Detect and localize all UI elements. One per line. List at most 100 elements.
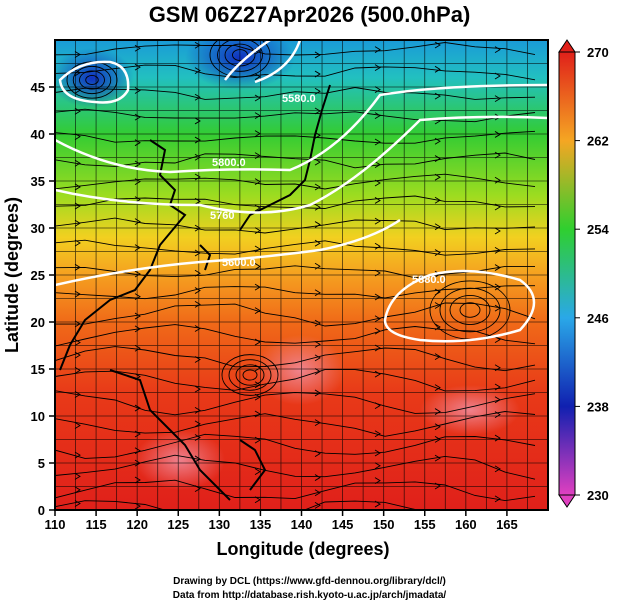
streamline [55,87,536,100]
streamline [55,152,536,169]
streamline-arrow [134,430,141,438]
streamline [55,239,536,256]
streamline-arrow [74,391,81,398]
streamline-arrow [134,312,141,320]
streamline [55,324,536,347]
streamline-arrow [374,462,381,470]
streamline-arrow [134,270,141,278]
streamline-arrow [195,517,200,523]
streamline-arrow [494,336,501,343]
streamline-arrow [435,515,440,521]
streamline-arrow [194,269,201,277]
streamline-arrow [494,364,501,372]
streamline-arrow [314,419,321,427]
y-tick-label: 35 [31,174,45,189]
streamline-arrow [74,367,81,374]
streamline-arrow [494,46,501,54]
streamline-arrow [254,436,261,444]
streamline [55,390,536,416]
streamline-arrow [434,41,441,49]
streamline-arrow [494,131,501,138]
streamline-arrow [434,302,441,309]
colorbar-label: 246 [587,311,609,326]
streamline-eddy [228,359,272,391]
streamline-eddy [72,65,112,95]
x-tick-label: 130 [208,517,230,532]
streamline-eddy [242,369,258,381]
streamline-arrow [134,244,141,252]
streamline [55,108,536,123]
streamline-arrow [134,459,141,467]
streamline [55,346,536,372]
streamline [55,302,536,327]
streamline-arrow [254,227,261,235]
streamline-arrow [74,422,81,429]
streamline-arrow [434,155,441,162]
streamline-arrow [254,152,261,160]
streamline-arrow [314,131,321,139]
streamline [55,411,536,437]
streamline-arrow [74,451,81,459]
streamline-arrow [254,178,261,186]
streamline-arrow [314,354,321,362]
streamline-arrow [134,476,141,484]
credit-line-1: Drawing by DCL (https://www.gfd-dennou.o… [173,576,446,587]
streamline-arrow [314,262,321,270]
streamline-arrow [194,224,201,232]
streamline-arrow [254,410,261,418]
streamline-arrow [434,423,441,431]
contour-label-5800: 5800.0 [212,157,246,169]
streamline-arrow [194,406,201,414]
streamline-arrow [254,73,261,81]
streamline-arrow [434,408,441,415]
streamline-arrow [314,389,321,397]
streamline-arrow [314,158,321,166]
streamline-arrow [494,227,501,235]
streamline-arrow [494,246,501,254]
streamline-arrow [374,327,381,335]
streamline-arrow [374,138,381,146]
streamline-arrow [134,87,141,94]
streamline-arrow [374,293,381,301]
streamline-eddy [221,354,279,396]
streamline-arrow [494,495,501,503]
streamline-arrow [134,178,141,186]
x-tick-label: 115 [86,517,107,532]
streamline-eddy [85,75,99,85]
x-tick-label: 165 [496,517,518,532]
streamline-arrow [254,468,261,475]
height-contours [55,40,548,343]
streamline-arrow [254,283,261,291]
streamline-arrow [494,203,501,211]
streamline-arrow [494,396,501,404]
streamline-arrow [434,65,441,73]
streamline-arrow [194,455,201,463]
x-tick-label: 155 [414,517,436,532]
streamline-arrow [74,219,81,227]
colorbar-top-arrow [558,39,576,53]
streamline-eddy [235,364,265,386]
y-tick-label: 45 [31,80,45,95]
x-tick-label: 135 [250,517,272,532]
streamline-arrow [434,92,441,100]
streamline-arrow [74,69,81,77]
coastline [59,84,331,501]
streamline-arrow [74,351,81,359]
streamline-arrow [74,263,81,271]
streamline-arrow [374,449,381,457]
colorbar-label: 262 [587,134,609,149]
streamline-arrow [134,139,141,147]
x-tick-label: 145 [332,517,354,532]
streamline-arrow [134,113,141,121]
streamline [55,454,536,480]
streamline-eddy [439,287,501,333]
streamline-arrow [134,344,141,352]
streamline-arrow [74,339,81,346]
x-tick-label: 140 [291,517,313,532]
streamline-arrow [314,340,321,348]
y-axis-title: Latitude (degrees) [2,197,22,353]
streamline-arrow [194,67,201,74]
streamline-eddy [224,43,256,67]
streamline-arrow [374,477,381,484]
streamline-arrow [434,454,441,462]
